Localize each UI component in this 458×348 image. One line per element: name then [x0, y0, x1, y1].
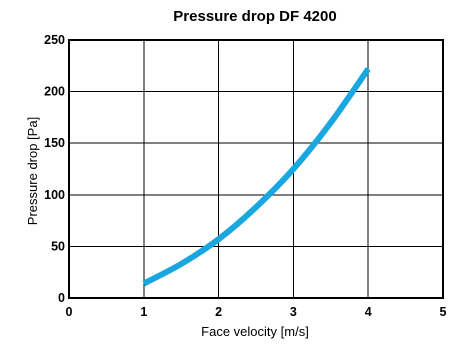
x-tick-label-2: 2: [215, 305, 222, 319]
series-line-0: [142, 67, 371, 287]
x-tick-label-1: 1: [140, 305, 147, 319]
y-tick-label-1: 50: [51, 239, 65, 253]
x-axis-label: Face velocity [m/s]: [201, 324, 309, 339]
series-layer: [142, 67, 371, 287]
x-tick-label-5: 5: [440, 305, 447, 319]
x-tick-label-0: 0: [66, 305, 73, 319]
plot-frame-layer: [68, 39, 444, 299]
y-tick-label-4: 200: [44, 85, 65, 99]
y-axis-label: Pressure drop [Pa]: [25, 117, 40, 225]
x-tick-label-4: 4: [365, 305, 372, 319]
y-tick-label-0: 0: [58, 291, 65, 305]
y-tick-label-3: 150: [44, 136, 65, 150]
x-tick-labels: 0 1 2 3 4 5: [66, 305, 447, 319]
y-tick-label-5: 250: [44, 33, 65, 47]
x-tick-label-3: 3: [290, 305, 297, 319]
y-tick-label-2: 100: [44, 188, 65, 202]
grid-lines: [68, 39, 444, 299]
y-tick-labels: 0 50 100 150 200 250: [44, 33, 65, 305]
plot-frame: [68, 39, 444, 299]
chart-title: Pressure drop DF 4200: [173, 8, 336, 25]
